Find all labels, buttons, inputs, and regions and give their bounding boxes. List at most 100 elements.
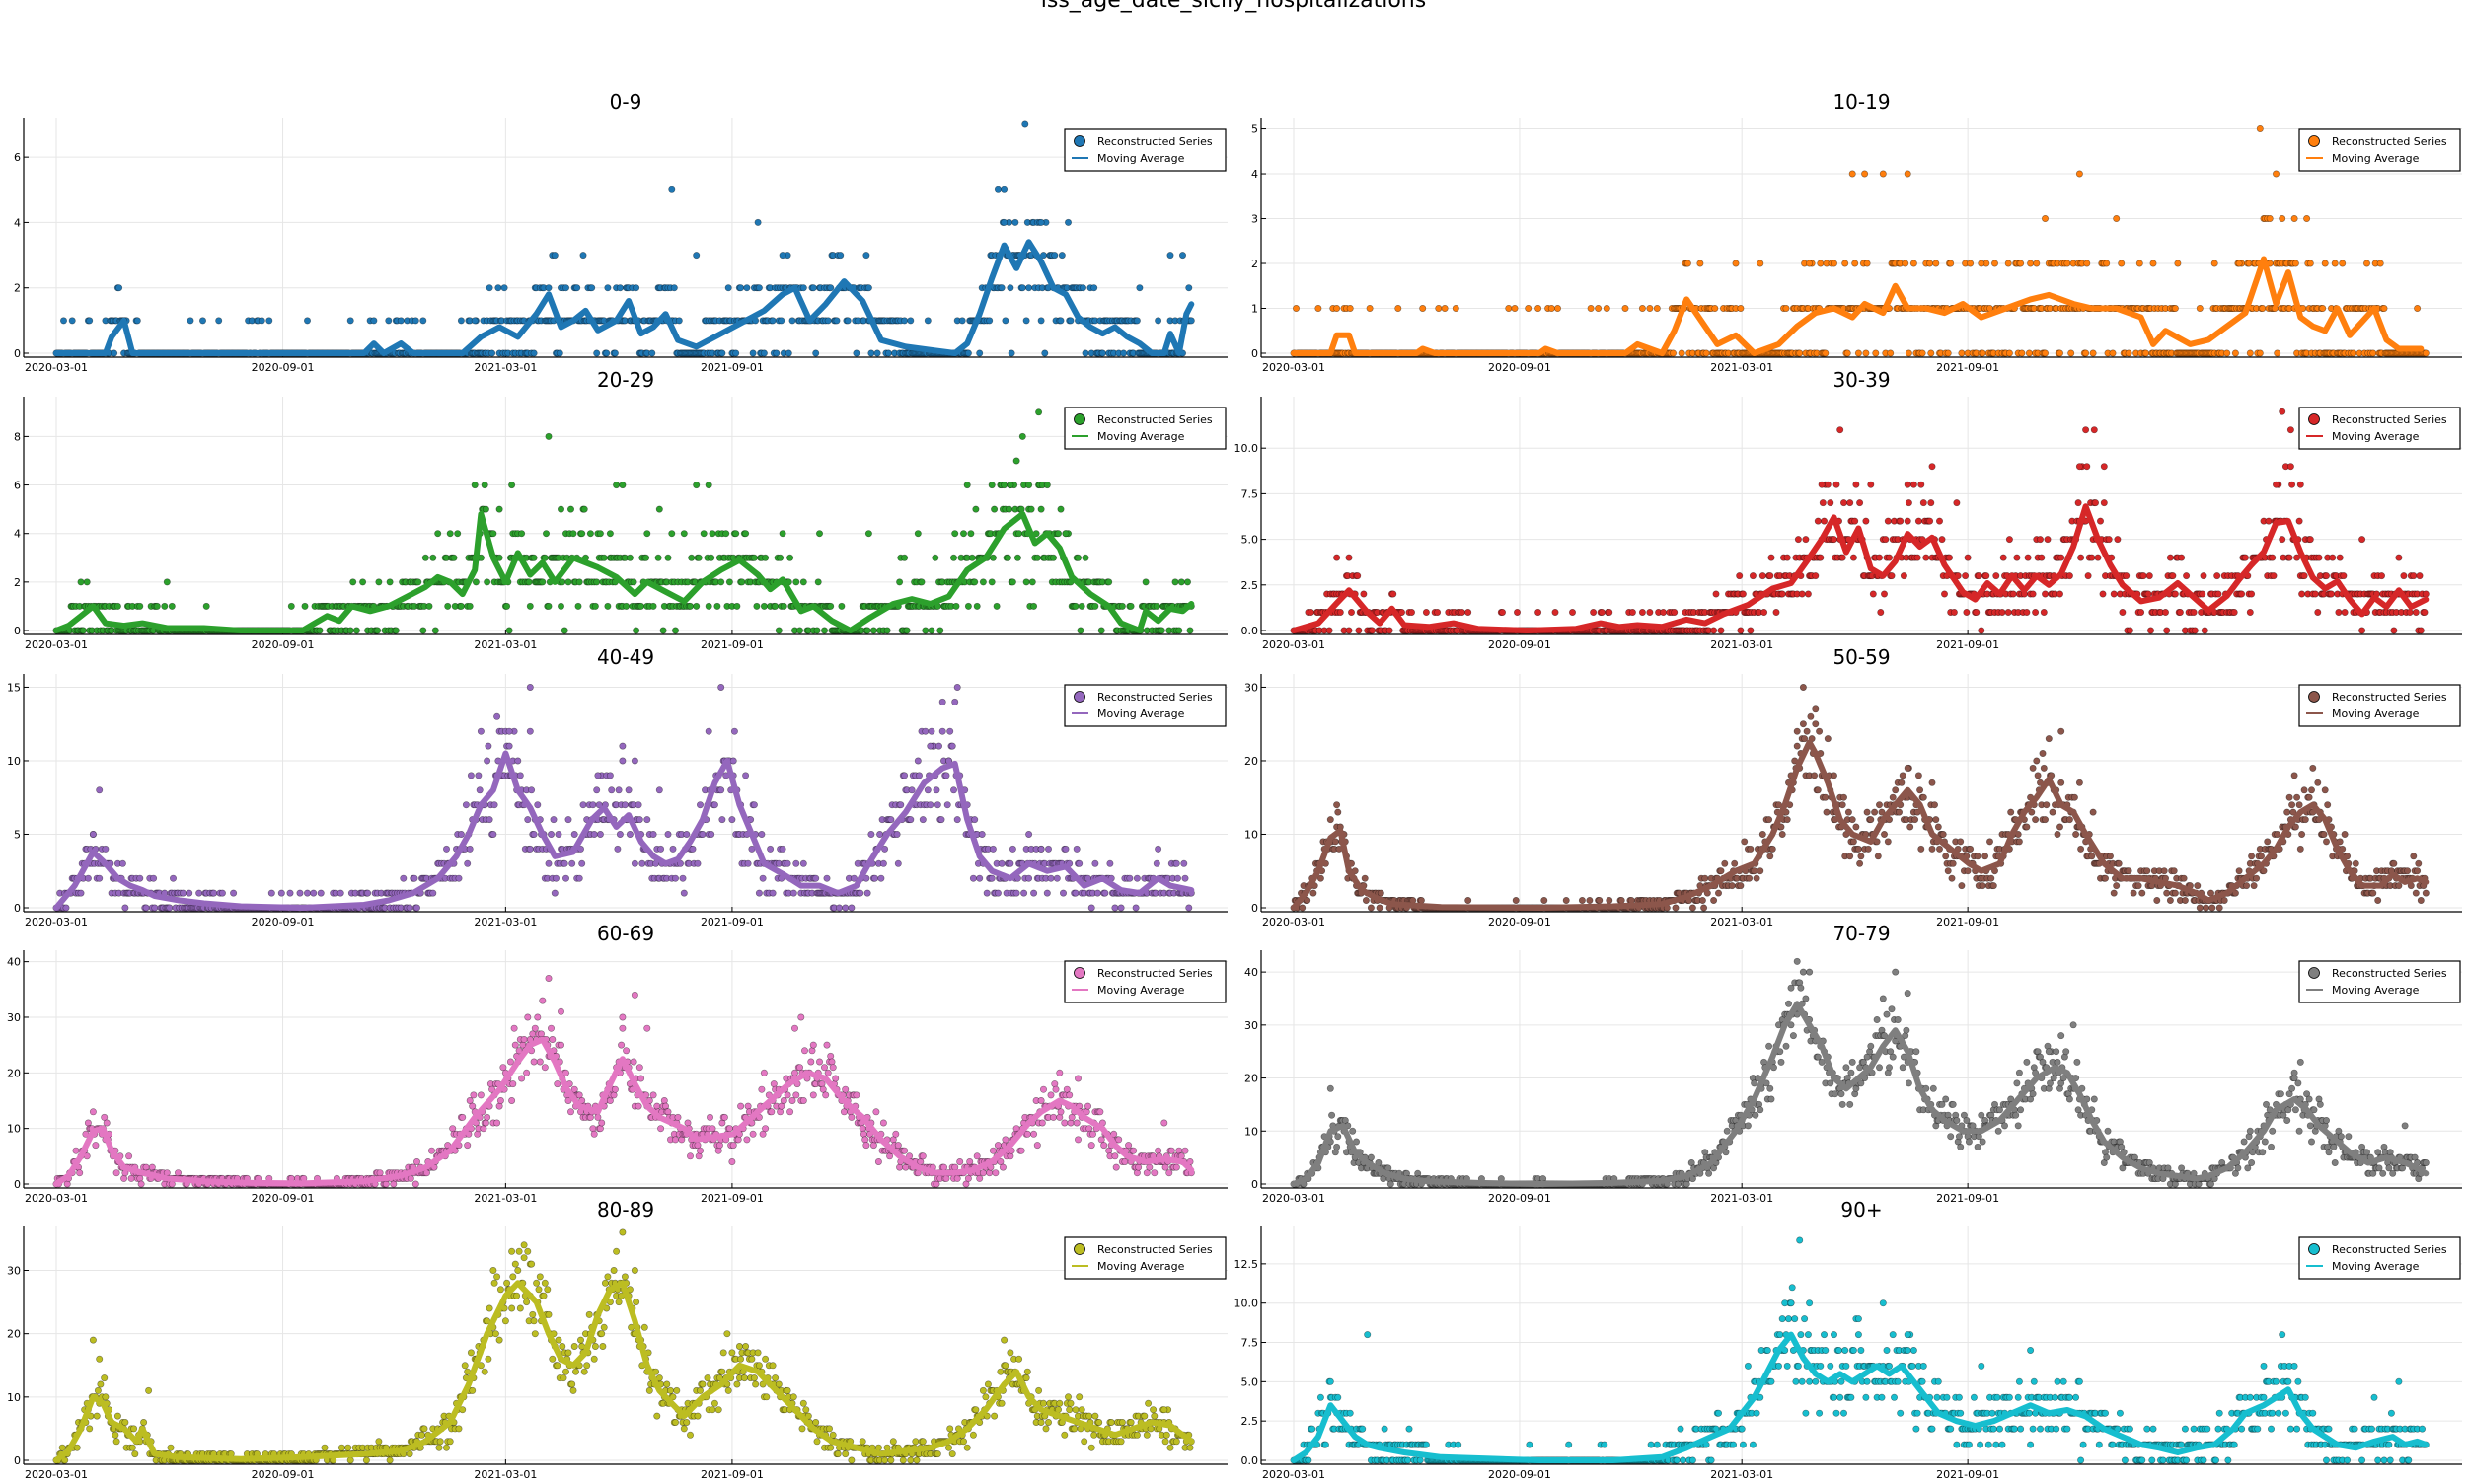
data-point	[580, 802, 586, 808]
data-point	[1044, 482, 1050, 487]
data-point	[785, 350, 791, 356]
data-point	[535, 802, 541, 808]
data-point	[2301, 572, 2307, 578]
data-point	[863, 252, 869, 258]
data-point	[1974, 609, 1980, 615]
data-point	[359, 579, 365, 585]
data-point	[742, 531, 748, 537]
x-tick-label: 2020-03-01	[1262, 638, 1325, 651]
data-point	[2257, 350, 2263, 356]
data-point	[1008, 285, 1013, 291]
data-point	[1928, 499, 1934, 505]
data-point	[1044, 890, 1050, 896]
data-point	[813, 875, 819, 881]
subplot-title: 30-39	[1832, 368, 1890, 392]
data-point	[1926, 260, 1932, 266]
data-point	[162, 603, 168, 609]
data-point	[1361, 591, 1367, 597]
data-point	[2178, 555, 2184, 560]
data-point	[1607, 609, 1612, 615]
data-point	[411, 875, 417, 881]
data-point	[1660, 609, 1666, 615]
data-point	[154, 603, 160, 609]
data-point	[2092, 499, 2098, 505]
data-point	[1059, 252, 1065, 258]
data-point	[2280, 536, 2285, 542]
data-point	[950, 787, 956, 793]
data-point	[613, 482, 619, 487]
data-point	[119, 860, 125, 866]
data-point	[898, 802, 904, 808]
data-point	[1408, 609, 1414, 615]
data-point	[1001, 186, 1007, 192]
data-point	[196, 890, 202, 896]
data-point	[1740, 591, 1746, 597]
data-point	[745, 860, 751, 866]
data-point	[2042, 350, 2048, 356]
data-point	[952, 699, 958, 705]
data-point	[589, 285, 595, 291]
data-point	[230, 890, 236, 896]
data-point	[656, 506, 662, 512]
data-point	[751, 555, 757, 560]
data-point	[725, 285, 731, 291]
data-point	[719, 350, 725, 356]
data-point	[1012, 219, 1018, 225]
data-point	[790, 890, 796, 896]
data-point	[2370, 350, 2376, 356]
data-point	[923, 628, 929, 633]
y-tick-label: 0	[14, 902, 21, 915]
data-point	[671, 285, 677, 291]
data-point	[187, 890, 192, 896]
data-point	[871, 875, 877, 881]
data-point	[665, 831, 671, 837]
data-point	[915, 758, 921, 764]
data-point	[762, 555, 768, 560]
data-point	[2260, 305, 2266, 311]
data-point	[1013, 458, 1019, 464]
data-point	[990, 846, 996, 852]
data-point	[885, 350, 891, 356]
data-point	[2115, 536, 2121, 542]
data-point	[1092, 603, 1098, 609]
data-point	[595, 773, 601, 779]
data-point	[579, 531, 585, 537]
data-point	[1825, 482, 1831, 487]
data-point	[714, 603, 720, 609]
data-point	[458, 318, 464, 324]
data-point	[627, 555, 633, 560]
data-point	[793, 579, 799, 585]
data-point	[491, 802, 497, 808]
data-point	[1831, 260, 1836, 266]
data-point	[838, 252, 844, 258]
data-point	[2066, 572, 2072, 578]
data-point	[1356, 628, 1362, 633]
data-point	[1028, 506, 1034, 512]
data-point	[1757, 260, 1763, 266]
data-point	[2322, 260, 2328, 266]
data-point	[2000, 555, 2006, 560]
data-point	[1079, 603, 1084, 609]
subplot-title: 20-29	[597, 368, 654, 392]
data-point	[696, 555, 702, 560]
data-point	[2236, 260, 2242, 266]
data-point	[1155, 318, 1160, 324]
data-point	[413, 905, 419, 911]
data-point	[1980, 350, 1985, 356]
data-point	[901, 555, 907, 560]
data-point	[2381, 305, 2387, 311]
data-point	[501, 285, 507, 291]
data-point	[297, 890, 303, 896]
data-point	[2248, 591, 2254, 597]
data-point	[558, 506, 563, 512]
data-point	[1134, 875, 1140, 881]
data-point	[934, 787, 939, 793]
data-point	[496, 506, 502, 512]
data-point	[2095, 555, 2101, 560]
data-point	[591, 831, 597, 837]
data-point	[483, 506, 488, 512]
data-point	[1075, 555, 1081, 560]
data-point	[364, 890, 370, 896]
data-point	[604, 350, 610, 356]
